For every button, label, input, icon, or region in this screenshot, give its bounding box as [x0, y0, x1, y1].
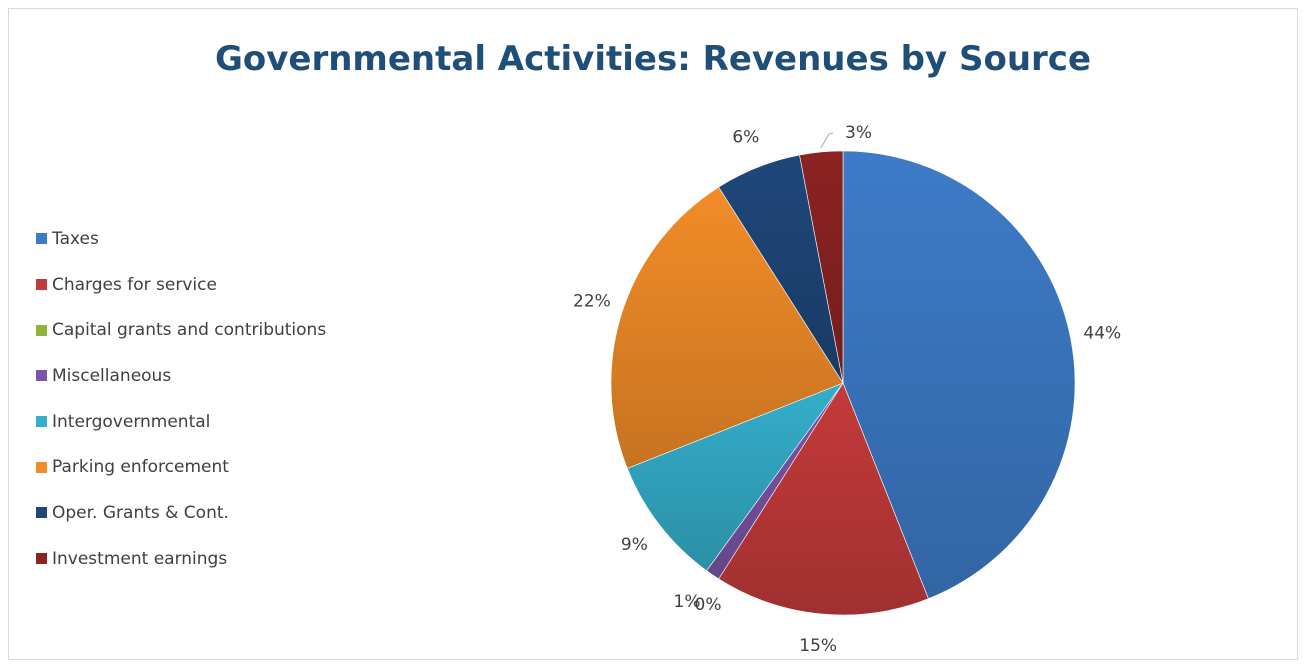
pie-slice-parking-enforcement [610, 186, 844, 469]
pie-slice-investment-earnings [799, 150, 844, 384]
legend-swatch [36, 279, 47, 291]
pie-slice-charges-for-service [718, 382, 929, 616]
legend-label: Taxes [52, 228, 99, 249]
data-label-parking-enforcement: 22% [573, 291, 611, 311]
legend-swatch [36, 324, 47, 336]
data-label-miscellaneous: 1% [674, 592, 701, 612]
legend-label: Investment earnings [52, 548, 228, 569]
legend-swatch [36, 233, 47, 245]
legend-label: Charges for service [52, 274, 217, 295]
legend-label: Intergovernmental [52, 411, 211, 432]
legend-item-charges-for-service: Charges for service [36, 262, 326, 308]
legend-label: Parking enforcement [52, 457, 229, 478]
chart-area: Governmental Activities: Revenues by Sou… [8, 8, 1298, 660]
legend-item-oper-grants-and-cont: Oper. Grants & Cont. [36, 490, 326, 536]
legend-item-intergovernmental: Intergovernmental [36, 399, 326, 445]
legend-swatch [36, 416, 47, 428]
data-label-taxes: 44% [1083, 324, 1121, 344]
legend-label: Capital grants and contributions [52, 320, 327, 341]
legend: Taxes Charges for service Capital grants a… [36, 216, 326, 582]
legend-item-parking-enforcement: Parking enforcement [36, 444, 326, 490]
legend-item-miscellaneous: Miscellaneous [36, 353, 326, 399]
legend-swatch [36, 370, 47, 382]
data-label-capital-grants-and-contributions: 0% [695, 595, 722, 615]
leader-line-investment-earnings [820, 132, 834, 149]
pie-slice-intergovernmental [626, 382, 844, 572]
chart-title: Governmental Activities: Revenues by Sou… [214, 39, 1092, 79]
data-label-oper-grants-and-cont: 6% [732, 128, 759, 148]
data-label-investment-earnings: 3% [845, 123, 872, 143]
data-label-intergovernmental: 9% [621, 535, 648, 555]
legend-swatch [36, 507, 47, 519]
pie-slice-taxes [842, 150, 1076, 600]
data-label-charges-for-service: 15% [799, 636, 837, 656]
legend-swatch [36, 461, 47, 473]
legend-label: Oper. Grants & Cont. [52, 502, 229, 523]
legend-swatch [36, 553, 47, 565]
legend-item-capital-grants-and-contributions: Capital grants and contributions [36, 307, 326, 353]
legend-item-investment-earnings: Investment earnings [36, 536, 326, 582]
legend-item-taxes: Taxes [36, 216, 326, 262]
legend-label: Miscellaneous [52, 365, 172, 386]
